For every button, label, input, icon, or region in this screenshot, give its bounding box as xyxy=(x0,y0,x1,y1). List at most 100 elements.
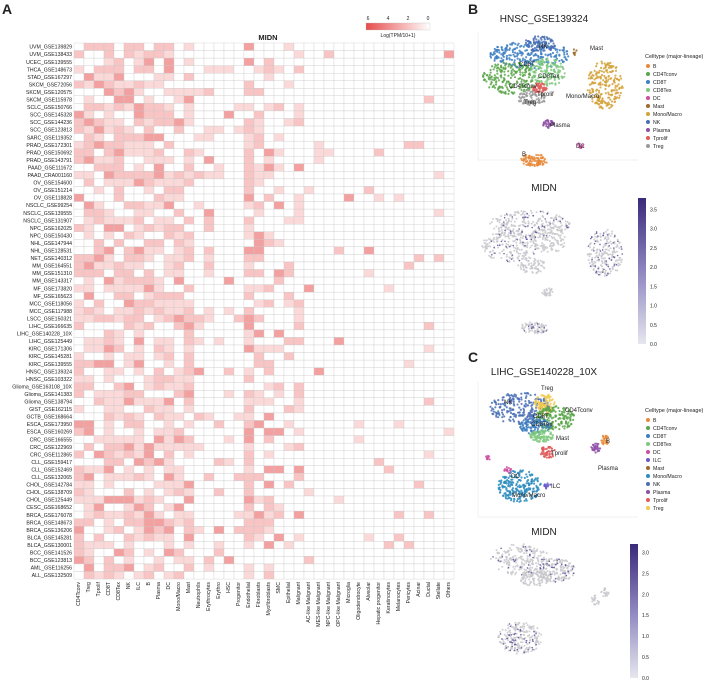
umap-point xyxy=(504,229,506,232)
heatmap-cell xyxy=(93,261,105,270)
heatmap-cell xyxy=(313,254,325,263)
heatmap-cell xyxy=(133,80,145,89)
heatmap-cell xyxy=(133,533,145,542)
umap-point xyxy=(535,153,538,157)
heatmap-cell xyxy=(403,541,415,550)
heatmap-cell xyxy=(263,344,275,353)
umap-point xyxy=(521,223,524,226)
umap-point xyxy=(491,78,494,81)
heatmap-cell xyxy=(123,163,135,172)
heatmap-cell xyxy=(183,231,195,240)
heatmap-cell xyxy=(103,571,115,580)
heatmap-cell xyxy=(413,118,425,127)
umap-point xyxy=(538,163,541,166)
heatmap-cell xyxy=(303,261,315,270)
heatmap-cell xyxy=(313,307,325,315)
heatmap-cell xyxy=(283,269,295,278)
umap-point xyxy=(502,224,505,227)
heatmap-cell xyxy=(313,526,325,534)
heatmap-cell xyxy=(113,299,125,308)
heatmap-cell xyxy=(323,518,335,527)
heatmap-col-label: Mono/Macro xyxy=(176,582,182,611)
heatmap-cell xyxy=(333,103,345,112)
heatmap-cell xyxy=(213,495,225,504)
umap-point xyxy=(531,157,534,160)
umap-point xyxy=(547,42,550,45)
heatmap-cell xyxy=(143,216,155,225)
umap-point xyxy=(549,48,552,51)
umap-point xyxy=(522,45,525,48)
heatmap-cell xyxy=(203,352,215,361)
heatmap-cell xyxy=(163,276,175,285)
heatmap-cell xyxy=(313,118,325,127)
heatmap-cell xyxy=(423,88,435,97)
heatmap-cell xyxy=(133,510,145,519)
heatmap-cell xyxy=(413,473,425,482)
umap-point xyxy=(539,37,542,40)
umap-point xyxy=(510,71,513,74)
heatmap-cell xyxy=(323,412,335,421)
umap-point xyxy=(543,267,546,270)
umap-point xyxy=(539,63,542,66)
umap-point xyxy=(602,257,605,260)
heatmap-cell xyxy=(153,57,165,66)
heatmap-cell xyxy=(143,95,155,104)
umap-point xyxy=(538,218,541,221)
heatmap-cell xyxy=(433,57,445,66)
umap-point xyxy=(507,92,510,95)
umap-point xyxy=(555,55,558,59)
heatmap-cell xyxy=(303,526,315,534)
umap-point xyxy=(502,233,505,236)
heatmap-cell xyxy=(313,473,325,482)
heatmap-cell xyxy=(403,390,415,399)
heatmap-cell xyxy=(263,193,275,202)
heatmap-cell xyxy=(123,382,135,391)
umap-point xyxy=(536,219,539,222)
heatmap-cell xyxy=(113,95,125,104)
umap-point xyxy=(522,96,525,99)
heatmap-cell xyxy=(173,50,185,59)
heatmap-cell xyxy=(203,322,215,331)
heatmap-cell xyxy=(193,216,205,225)
heatmap-cell xyxy=(343,291,355,300)
heatmap-cell xyxy=(183,156,195,164)
umap-point xyxy=(493,246,495,249)
heatmap-cell xyxy=(393,314,405,323)
heatmap-cell xyxy=(243,269,255,278)
heatmap-cell xyxy=(283,156,295,164)
heatmap-cell xyxy=(203,42,215,51)
heatmap-cell xyxy=(93,390,105,399)
umap-point xyxy=(490,81,493,84)
heatmap-cell xyxy=(423,291,435,300)
umap-point xyxy=(600,74,604,77)
umap-point xyxy=(508,57,511,60)
heatmap-cell xyxy=(133,541,145,550)
heatmap-cell xyxy=(333,533,345,542)
heatmap-cell xyxy=(213,510,225,519)
heatmap-cell xyxy=(143,299,155,308)
heatmap-row-label: HNSC_GSE139324 xyxy=(26,369,72,375)
umap-point xyxy=(544,324,547,327)
heatmap-cell xyxy=(283,291,295,300)
heatmap-cell xyxy=(303,480,315,489)
umap-point xyxy=(541,242,544,245)
umap-point xyxy=(599,86,602,89)
heatmap-cell xyxy=(413,224,425,232)
umap-point xyxy=(543,290,546,293)
umap-point xyxy=(563,75,566,78)
heatmap-cell xyxy=(363,110,375,119)
heatmap-cell xyxy=(213,156,225,164)
umap-point xyxy=(522,210,525,213)
umap-point xyxy=(494,81,498,84)
heatmap-cell xyxy=(273,510,285,519)
heatmap-cell xyxy=(173,533,185,542)
heatmap-col-label: Pericytes xyxy=(406,582,412,604)
umap-point xyxy=(619,91,622,95)
heatmap-cell xyxy=(143,526,155,534)
umap-point xyxy=(505,82,508,85)
umap-point xyxy=(521,84,524,87)
heatmap-cell xyxy=(303,427,315,436)
heatmap-cell xyxy=(193,322,205,331)
heatmap-cell xyxy=(433,276,445,285)
heatmap-cell xyxy=(113,571,125,580)
